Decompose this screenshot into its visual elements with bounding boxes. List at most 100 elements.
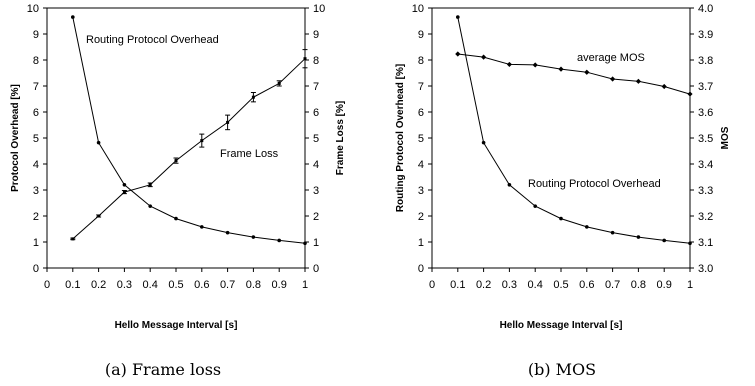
y-right-tick-label: 2 (313, 211, 319, 223)
y-right-tick-label: 3.9 (698, 29, 713, 41)
data-point (481, 140, 486, 145)
y-right-tick-label: 3.3 (698, 185, 713, 197)
y-left-tick-label: 3 (418, 185, 424, 197)
data-point (456, 15, 460, 19)
x-tick-label: 0.4 (528, 279, 543, 291)
y-right-tick-label: 3.4 (698, 159, 713, 171)
y-left-tick-label: 9 (33, 29, 39, 41)
y-left-tick-label: 4 (418, 159, 424, 171)
y-left-tick-label: 5 (418, 133, 424, 145)
y-right-tick-label: 4.0 (698, 3, 713, 15)
chart-panel-1: 0123456789103.03.13.23.33.43.53.63.73.83… (395, 3, 731, 379)
x-tick-label: 0.8 (631, 279, 646, 291)
x-tick-label: 0.6 (194, 279, 209, 291)
x-tick-label: 0.5 (553, 279, 568, 291)
y-left-tick-label: 6 (418, 107, 424, 119)
data-point (661, 83, 667, 90)
y-right-tick-label: 3.5 (698, 133, 713, 145)
y-right-tick-label: 3.1 (698, 237, 713, 249)
x-tick-label: 0.3 (502, 279, 517, 291)
data-point (455, 51, 461, 57)
data-point (277, 238, 282, 243)
x-tick-label: 0.9 (657, 279, 672, 291)
y-right-tick-label: 5 (313, 133, 319, 145)
x-tick-label: 0.2 (91, 279, 106, 291)
y-left-axis-label: Routing Protocol Overhead [%] (395, 64, 406, 212)
series-line (457, 53, 691, 95)
data-point (122, 190, 126, 194)
data-point (148, 204, 152, 208)
x-axis-label: Hello Message Interval [s] (115, 320, 238, 331)
x-tick-label: 0.3 (117, 279, 132, 291)
y-left-axis-label: Protocol Overhead [%] (10, 84, 21, 192)
figure-caption: (a) Frame loss (105, 360, 221, 379)
data-point (225, 230, 230, 235)
data-point (71, 15, 75, 19)
series-label: Routing Protocol Overhead (86, 34, 219, 46)
data-point (636, 235, 641, 239)
y-left-tick-label: 0 (33, 263, 39, 275)
series-label: average MOS (577, 52, 645, 64)
x-tick-label: 0.7 (220, 279, 235, 291)
plot-frame (46, 7, 306, 269)
data-point (610, 230, 615, 235)
x-tick-label: 0.8 (246, 279, 261, 291)
y-left-tick-label: 0 (418, 263, 424, 275)
y-left-tick-label: 3 (33, 185, 39, 197)
data-point (251, 235, 256, 239)
data-point (303, 57, 307, 61)
y-left-tick-label: 1 (418, 237, 424, 249)
series-line (457, 16, 691, 244)
y-right-tick-label: 4 (313, 159, 319, 171)
data-point (585, 225, 589, 229)
figure-caption: (b) MOS (528, 360, 596, 379)
y-right-tick-label: 1 (313, 237, 319, 249)
data-point (226, 120, 230, 124)
series-label: Frame Loss (220, 148, 279, 160)
x-tick-label: 0.9 (272, 279, 287, 291)
data-point (584, 69, 590, 75)
y-left-tick-label: 9 (418, 29, 424, 41)
data-point (506, 61, 512, 68)
data-point (610, 76, 616, 82)
plot-frame (431, 7, 691, 269)
data-point (662, 238, 666, 243)
data-point (688, 241, 692, 246)
y-left-tick-label: 5 (33, 133, 39, 145)
y-left-tick-label: 2 (33, 211, 39, 223)
data-point (148, 183, 152, 187)
data-point (200, 225, 204, 229)
y-left-tick-label: 10 (412, 3, 424, 15)
x-tick-label: 0.1 (65, 279, 80, 291)
data-point (303, 241, 307, 246)
y-right-tick-label: 3.2 (698, 211, 713, 223)
data-point (96, 140, 101, 145)
series-line (72, 58, 306, 240)
y-right-tick-label: 7 (313, 81, 319, 93)
y-left-tick-label: 7 (418, 81, 424, 93)
y-right-tick-label: 9 (313, 29, 319, 41)
y-right-tick-label: 3.8 (698, 55, 713, 67)
data-point (251, 95, 255, 99)
x-tick-label: 0.2 (476, 279, 491, 291)
data-point (174, 159, 178, 163)
y-right-tick-label: 3.6 (698, 107, 713, 119)
y-right-tick-label: 6 (313, 107, 319, 119)
data-point (97, 214, 101, 218)
data-point (507, 183, 512, 187)
data-point (481, 54, 487, 60)
data-point (122, 183, 127, 187)
y-left-tick-label: 4 (33, 159, 39, 171)
y-right-tick-label: 3.7 (698, 81, 713, 93)
y-left-tick-label: 7 (33, 81, 39, 93)
x-tick-label: 1 (687, 279, 693, 291)
y-right-tick-label: 10 (313, 3, 325, 15)
y-right-tick-label: 0 (313, 263, 319, 275)
x-tick-label: 0 (44, 279, 50, 291)
data-point (687, 91, 693, 97)
data-point (277, 81, 281, 85)
y-right-tick-label: 3.0 (698, 263, 713, 275)
y-right-tick-label: 3 (313, 185, 319, 197)
